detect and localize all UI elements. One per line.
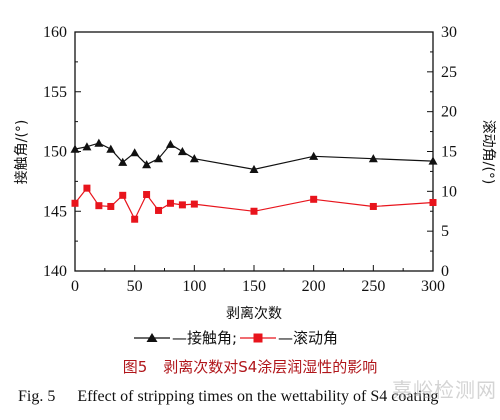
- series-point-triangle: [154, 154, 164, 163]
- series-point-square: [119, 191, 127, 199]
- caption-english: Fig. 5 Effect of stripping times on the w…: [18, 388, 438, 406]
- series-point-triangle: [106, 144, 116, 153]
- watermark: 嘉峪检测网: [392, 378, 497, 402]
- x-tick-label: 250: [361, 278, 385, 295]
- x-axis-ticks: 0 50 100 150 200 250 300: [71, 265, 445, 295]
- left-tick-label: 160: [43, 24, 67, 41]
- legend-marker-contact: [146, 333, 158, 342]
- series-point-square: [369, 202, 377, 210]
- series-point-square: [71, 199, 79, 207]
- x-tick-label: 300: [421, 278, 445, 295]
- right-tick-label: 25: [441, 64, 457, 81]
- series-point-square: [155, 206, 163, 214]
- right-tick-label: 30: [441, 24, 457, 41]
- legend: —接触角; —滚动角: [134, 329, 338, 347]
- caption-chinese: 图5 剥离次数对S4涂层润湿性的影响: [0, 356, 500, 377]
- series-point-square: [429, 198, 437, 206]
- series-point-square: [310, 195, 318, 203]
- plot-frame: [74, 31, 434, 272]
- series-point-square: [178, 201, 186, 209]
- series-point-triangle: [177, 147, 187, 156]
- left-axis-ticks: 140 145 150 155 160: [43, 24, 81, 280]
- series-point-triangle: [428, 156, 438, 165]
- series-point-triangle: [130, 148, 140, 157]
- caption-cn-text: 剥离次数对S4涂层润湿性的影响: [163, 358, 378, 376]
- right-axis-title: 滚动角/(°): [480, 120, 497, 185]
- left-tick-label: 150: [43, 144, 67, 161]
- series-point-triangle: [94, 138, 104, 147]
- legend-label-contact: —接触角;: [172, 329, 237, 347]
- series-layer: [70, 138, 438, 223]
- right-tick-label: 5: [441, 223, 449, 240]
- legend-label-rolling: —滚动角: [278, 329, 338, 347]
- series-point-square: [95, 202, 103, 210]
- right-tick-label: 0: [441, 263, 449, 280]
- legend-marker-rolling: [253, 333, 263, 343]
- right-axis-ticks: 0 5 10 15 20 25 30: [427, 24, 457, 280]
- series-point-square: [190, 200, 198, 208]
- series-point-square: [107, 202, 115, 210]
- caption-cn-number: 图5: [122, 358, 148, 376]
- x-tick-label: 100: [182, 278, 206, 295]
- left-tick-label: 145: [43, 203, 67, 220]
- series-point-square: [131, 215, 139, 223]
- caption-en-text: Effect of stripping times on the wettabi…: [77, 388, 439, 405]
- x-axis-title: 剥离次数: [226, 305, 282, 322]
- series-point-triangle: [70, 144, 80, 153]
- series-point-triangle: [118, 157, 128, 166]
- x-tick-label: 150: [242, 278, 266, 295]
- series-point-triangle: [142, 160, 152, 169]
- left-tick-label: 140: [43, 263, 67, 280]
- x-tick-label: 0: [71, 278, 79, 295]
- left-axis-title: 接触角/(°): [13, 120, 30, 185]
- series-point-square: [250, 207, 258, 215]
- series-point-triangle: [309, 151, 319, 160]
- right-tick-label: 20: [441, 104, 457, 121]
- caption-en-number: Fig. 5: [18, 388, 56, 405]
- series-point-triangle: [368, 154, 378, 163]
- series-point-triangle: [165, 139, 175, 148]
- series-point-square: [143, 191, 151, 199]
- left-tick-label: 155: [43, 84, 67, 101]
- series-point-triangle: [249, 164, 259, 174]
- series-point-square: [83, 184, 91, 192]
- x-tick-label: 50: [127, 278, 143, 295]
- series-point-triangle: [82, 142, 92, 151]
- series-point-triangle: [189, 154, 199, 163]
- right-tick-label: 15: [441, 144, 457, 161]
- right-tick-label: 10: [441, 183, 457, 200]
- series-point-square: [166, 199, 174, 207]
- x-tick-label: 200: [302, 278, 326, 295]
